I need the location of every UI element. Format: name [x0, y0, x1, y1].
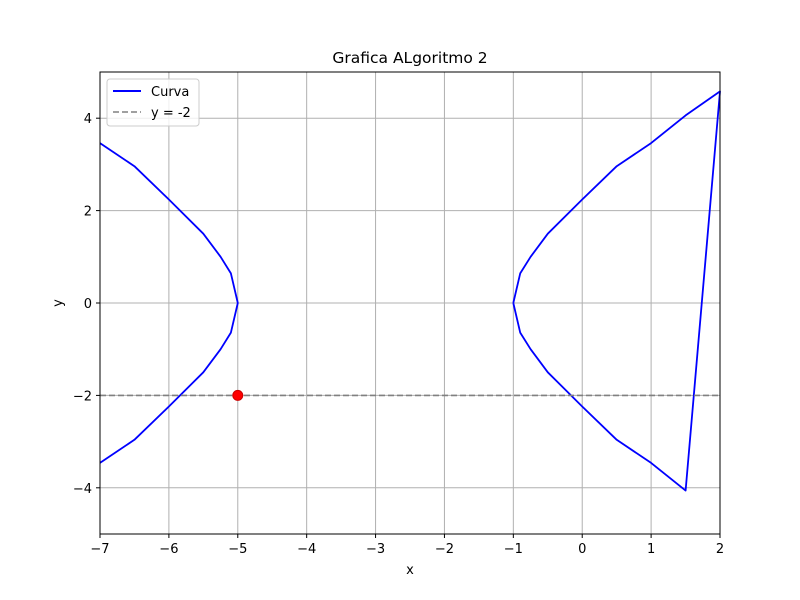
- y-tick-label: −4: [73, 482, 92, 497]
- x-tick-label: −3: [366, 542, 385, 557]
- legend-label-dashed-line: y = -2: [151, 106, 191, 121]
- curve-branch-1: [99, 142, 239, 464]
- x-tick-label: −1: [504, 542, 523, 557]
- legend: Curva y = -2: [106, 78, 200, 127]
- y-axis-label: y: [51, 299, 66, 307]
- y-tick-label: −2: [73, 389, 92, 404]
- x-tick-label: −5: [228, 542, 247, 557]
- x-tick-label: 2: [716, 542, 724, 557]
- x-axis-label: x: [406, 563, 414, 578]
- x-tick-label: −2: [435, 542, 454, 557]
- x-tick-label: 1: [647, 542, 655, 557]
- y-tick-label: 0: [84, 297, 92, 312]
- x-tick-label: −4: [297, 542, 316, 557]
- ticks: −7 −6 −5 −4 −3 −2 −1 0 1 2 −4 −2 0 2 4: [73, 112, 724, 557]
- legend-label-curva: Curva: [151, 85, 189, 100]
- x-tick-label: −7: [90, 542, 109, 557]
- highlight-point: [232, 389, 244, 401]
- x-tick-label: 0: [578, 542, 586, 557]
- x-tick-label: −6: [159, 542, 178, 557]
- chart-title: Grafica ALgoritmo 2: [332, 49, 487, 67]
- y-tick-label: 2: [84, 205, 92, 220]
- y-tick-label: 4: [84, 112, 92, 127]
